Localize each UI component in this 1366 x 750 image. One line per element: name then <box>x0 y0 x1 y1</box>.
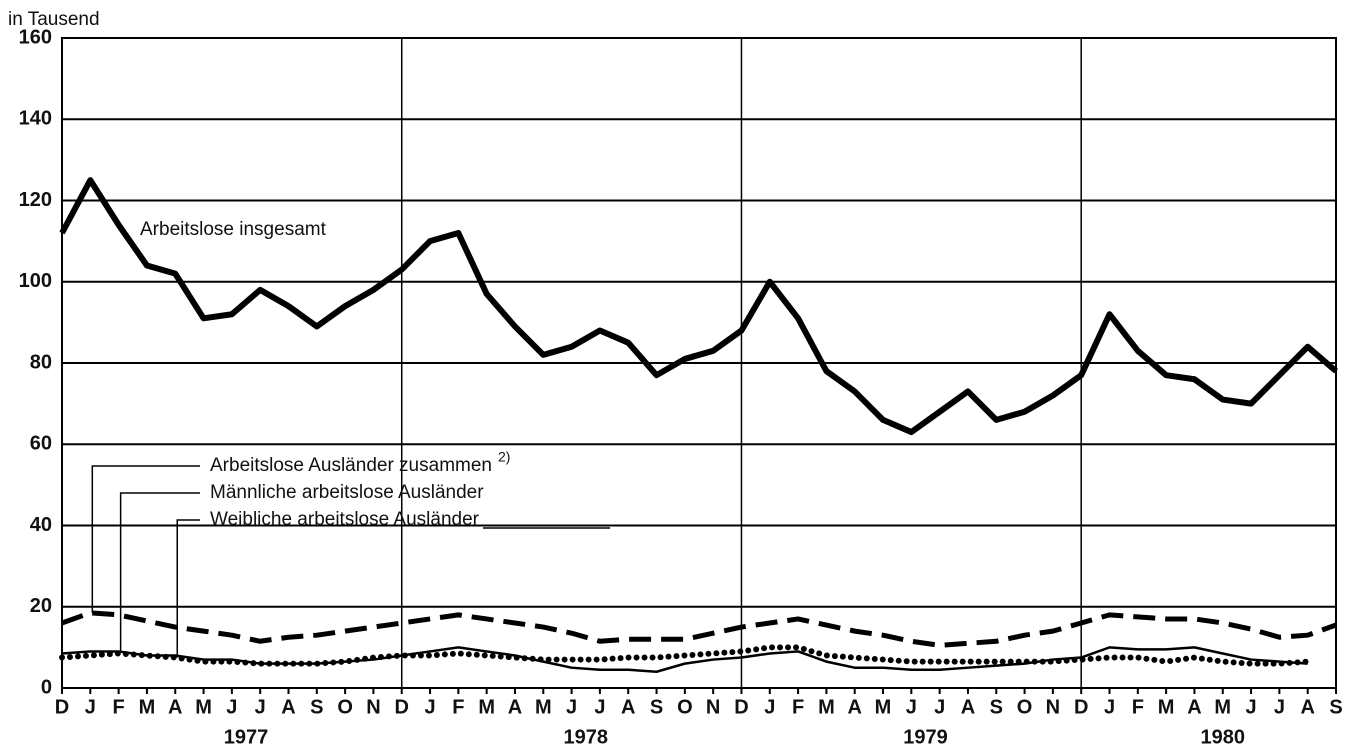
legend-label: Weibliche arbeitslose Ausländer <box>210 509 480 530</box>
x-tick-label: S <box>310 696 323 718</box>
x-tick-label: J <box>594 696 605 718</box>
year-label: 1980 <box>1201 726 1246 748</box>
y-tick-label: 160 <box>19 26 52 48</box>
series-line <box>61 610 1337 648</box>
x-tick-label: A <box>281 696 295 718</box>
y-tick-label: 60 <box>30 433 52 455</box>
x-tick-label: F <box>113 696 125 718</box>
y-axis-label: in Tausend <box>8 9 100 30</box>
x-tick-label: D <box>55 696 69 718</box>
leader-line <box>119 492 200 652</box>
x-tick-label: J <box>85 696 96 718</box>
x-tick-label: M <box>818 696 835 718</box>
y-tick-label: 80 <box>30 351 52 373</box>
x-tick-label: S <box>650 696 663 718</box>
x-tick-label: N <box>366 696 380 718</box>
footnote-mark: 2) <box>498 449 510 465</box>
x-tick-label: M <box>478 696 495 718</box>
x-tick-label: M <box>1214 696 1231 718</box>
x-tick-label: M <box>1158 696 1175 718</box>
y-tick-label: 140 <box>19 108 52 130</box>
x-tick-label: F <box>792 696 804 718</box>
x-tick-label: A <box>961 696 975 718</box>
x-tick-label: J <box>424 696 435 718</box>
x-tick-label: A <box>847 696 861 718</box>
x-tick-label: M <box>195 696 212 718</box>
leader-line <box>91 465 200 613</box>
x-tick-label: S <box>1329 696 1342 718</box>
year-label: 1977 <box>224 726 269 748</box>
x-tick-label: J <box>934 696 945 718</box>
leader-line <box>176 519 200 658</box>
x-tick-label: M <box>535 696 552 718</box>
legend-label: Männliche arbeitslose Ausländer <box>210 482 484 503</box>
x-tick-label: J <box>906 696 917 718</box>
x-tick-label: F <box>1132 696 1144 718</box>
series-label: Arbeitslose insgesamt <box>140 219 327 240</box>
x-tick-label: O <box>1017 696 1033 718</box>
x-tick-label: O <box>677 696 693 718</box>
y-tick-label: 0 <box>41 676 52 698</box>
x-tick-label: A <box>1187 696 1201 718</box>
series-line <box>59 644 1311 667</box>
x-tick-label: N <box>706 696 720 718</box>
x-tick-label: D <box>1074 696 1088 718</box>
year-label: 1978 <box>564 726 609 748</box>
x-tick-label: N <box>1046 696 1060 718</box>
year-label: 1979 <box>903 726 948 748</box>
x-tick-label: D <box>395 696 409 718</box>
y-tick-label: 120 <box>19 189 52 211</box>
x-tick-label: J <box>566 696 577 718</box>
x-tick-label: J <box>764 696 775 718</box>
series-line <box>59 177 1338 436</box>
y-tick-label: 100 <box>19 270 52 292</box>
x-tick-label: J <box>1274 696 1285 718</box>
x-tick-label: M <box>139 696 156 718</box>
x-tick-label: A <box>621 696 635 718</box>
x-tick-label: M <box>875 696 892 718</box>
legend-label: Arbeitslose Ausländer zusammen <box>210 455 492 476</box>
y-tick-label: 40 <box>30 514 52 536</box>
x-tick-label: A <box>508 696 522 718</box>
x-tick-label: F <box>452 696 464 718</box>
x-tick-label: S <box>990 696 1003 718</box>
x-tick-label: O <box>337 696 353 718</box>
x-tick-label: D <box>734 696 748 718</box>
x-tick-label: A <box>1300 696 1314 718</box>
x-tick-label: J <box>1104 696 1115 718</box>
x-tick-label: J <box>255 696 266 718</box>
x-tick-label: J <box>1246 696 1257 718</box>
x-tick-label: J <box>226 696 237 718</box>
x-tick-label: A <box>168 696 182 718</box>
y-tick-label: 20 <box>30 595 52 617</box>
